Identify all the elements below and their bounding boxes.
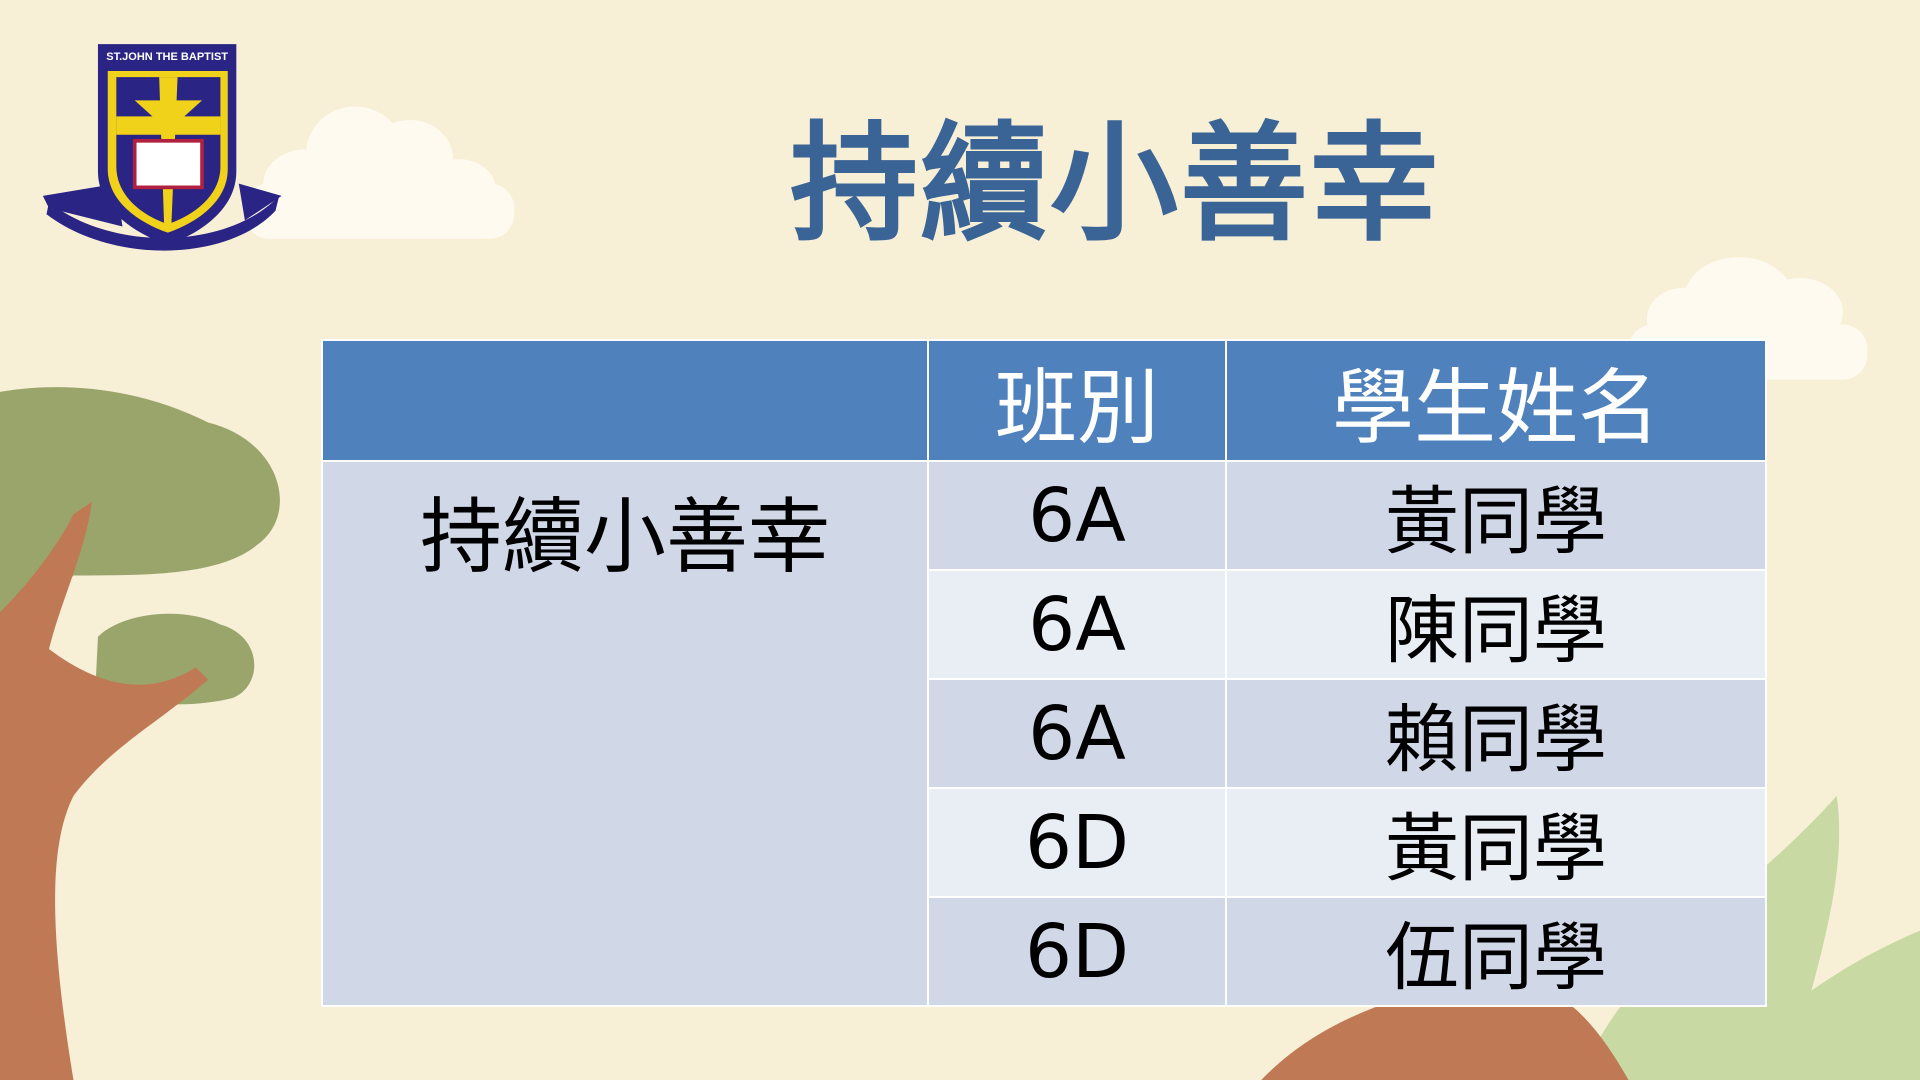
student-table: 班別 學生姓名 持續小善幸 6A 黃同學 6A 陳同學 6A 賴同學 6D 黃同… [321, 339, 1767, 1007]
cloud-left [244, 106, 515, 239]
class-cell: 6A [927, 460, 1227, 571]
school-logo: ST.JOHN THE BAPTIST [42, 44, 282, 251]
category-cell: 持續小善幸 [321, 460, 929, 1007]
name-cell: 伍同學 [1225, 896, 1767, 1007]
class-cell: 6D [927, 787, 1227, 898]
name-cell: 陳同學 [1225, 569, 1767, 680]
table-header: 班別 學生姓名 [321, 339, 1767, 462]
header-name: 學生姓名 [1225, 339, 1767, 462]
svg-text:ST.JOHN THE BAPTIST: ST.JOHN THE BAPTIST [106, 51, 228, 63]
table-row: 6D 黃同學 [322, 787, 1767, 898]
name-cell: 賴同學 [1225, 678, 1767, 789]
table-row: 持續小善幸 6A 黃同學 [321, 460, 1767, 1007]
header-empty [321, 339, 929, 462]
cloud-right [1628, 257, 1868, 380]
class-cell: 6A [927, 569, 1227, 680]
class-cell: 6A [927, 678, 1227, 789]
name-cell: 黃同學 [1225, 787, 1767, 898]
table-row: 6D 伍同學 [322, 896, 1767, 1007]
header-class: 班別 [927, 339, 1227, 462]
table-row: 6A 陳同學 [322, 569, 1767, 680]
table-row: 6A 賴同學 [322, 678, 1767, 789]
name-cell: 黃同學 [1225, 460, 1767, 571]
tree [0, 387, 280, 1080]
class-cell: 6D [927, 896, 1227, 1007]
page-title: 持續小善幸 [789, 110, 1440, 259]
